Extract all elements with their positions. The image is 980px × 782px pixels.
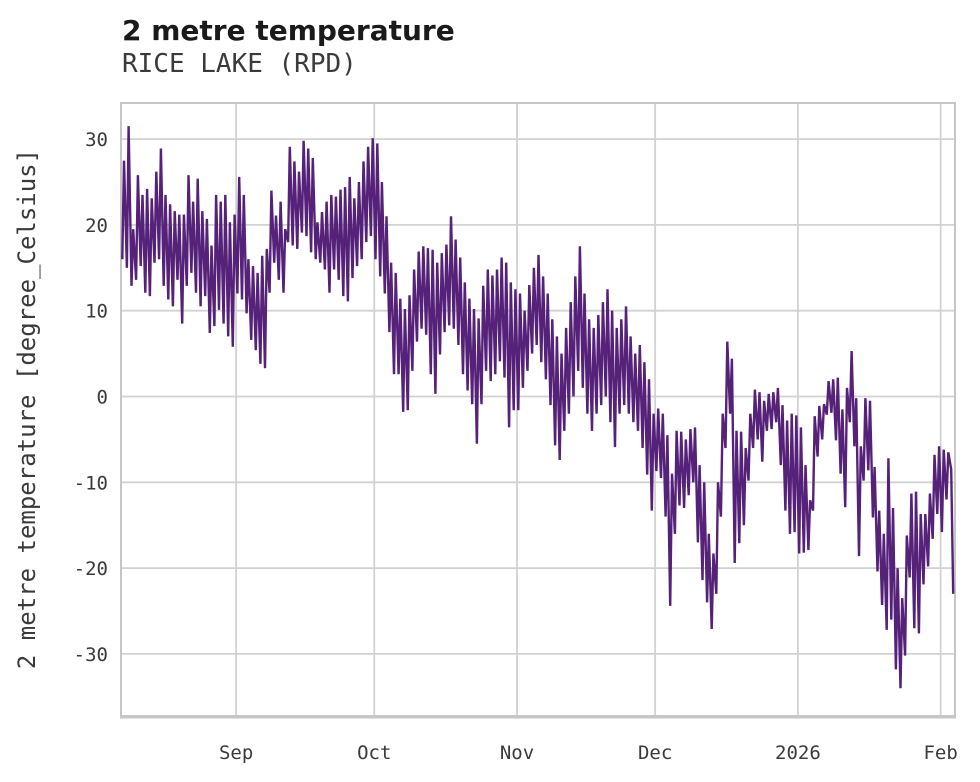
y-tick-label: 30 — [85, 129, 108, 151]
y-tick-label: 20 — [85, 215, 108, 237]
chart-subtitle: RICE LAKE (RPD) — [122, 49, 357, 79]
x-tick-label: Oct — [357, 742, 391, 764]
x-tick-label: Sep — [219, 742, 253, 764]
y-tick-label: -20 — [74, 558, 108, 580]
x-tick-label: Nov — [500, 742, 534, 764]
x-tick-label: 2026 — [775, 742, 821, 764]
chart-title: 2 metre temperature — [122, 14, 455, 47]
y-tick-label: 10 — [85, 301, 108, 323]
x-tick-label: Dec — [638, 742, 672, 764]
y-tick-label: -30 — [74, 644, 108, 666]
x-tick-label: Feb — [923, 742, 957, 764]
y-tick-label: 0 — [97, 387, 108, 409]
y-tick-label: -10 — [74, 472, 108, 494]
plot-border — [120, 102, 956, 717]
temperature-series-line — [121, 126, 955, 689]
